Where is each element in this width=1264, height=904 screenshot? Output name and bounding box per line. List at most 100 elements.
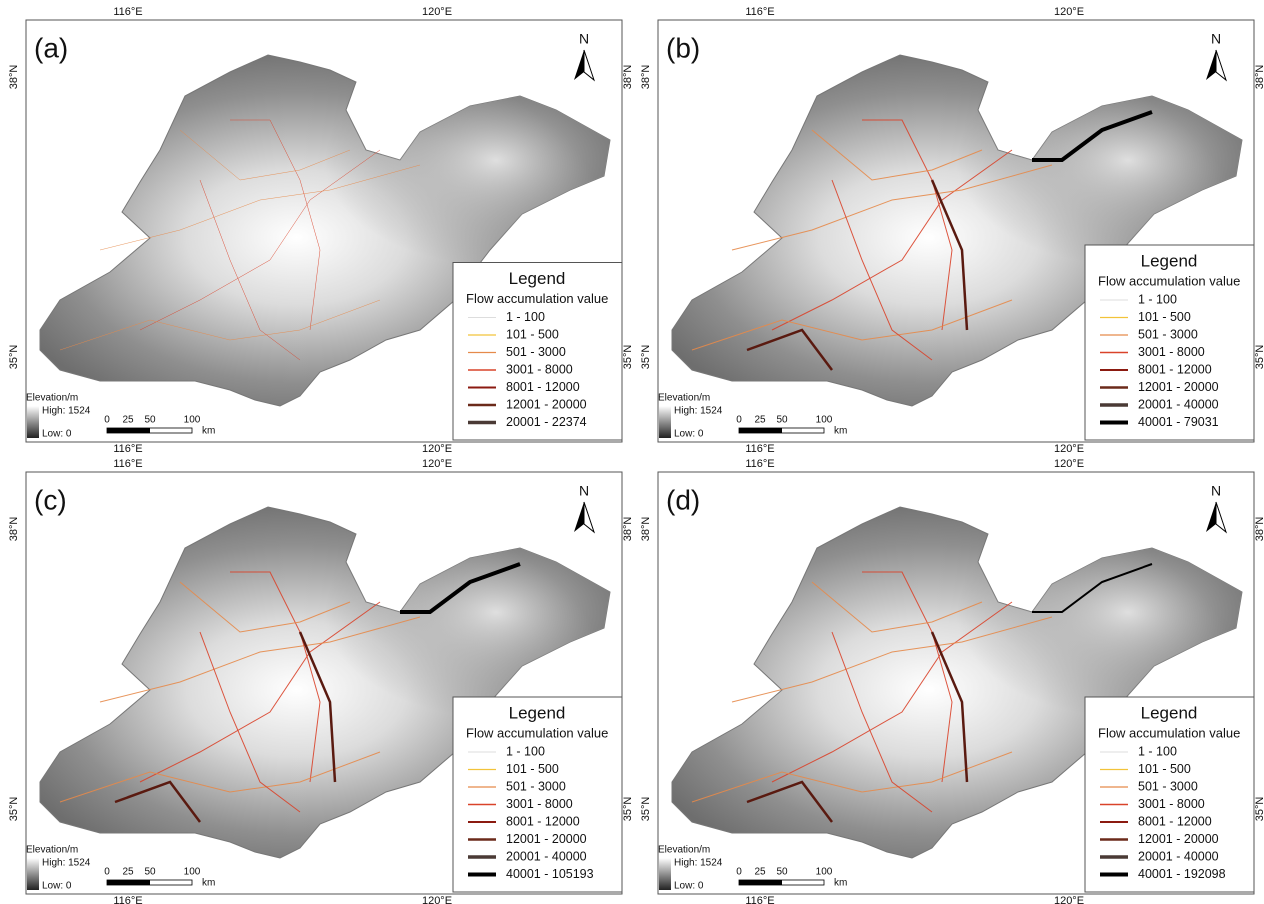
scale-unit: km [834,426,847,437]
lat-tick-label: 38°N [640,517,652,542]
scale-label: 25 [122,867,134,878]
elevation-high: High: 1524 [42,858,91,869]
scale-label: 0 [104,415,110,426]
elevation-title: Elevation/m [658,845,710,856]
lat-tick-label: 35°N [8,797,20,822]
elevation-title: Elevation/m [658,393,710,404]
legend-item: 40001 - 79031 [1138,415,1219,429]
lon-tick-label: 120°E [1054,895,1084,904]
legend-item: 20001 - 40000 [506,849,587,863]
lat-tick-label: 38°N [8,517,20,542]
legend-item: 101 - 500 [506,762,559,776]
lat-tick-label: 35°N [622,797,634,822]
scale-label: 0 [104,867,110,878]
legend-item: 12001 - 20000 [1138,832,1219,846]
scale-bar [107,428,150,433]
scale-unit: km [834,878,847,889]
lon-tick-label: 116°E [113,443,142,455]
scale-label: 0 [736,867,742,878]
legend-item: 8001 - 12000 [1138,814,1212,828]
lat-tick-label: 38°N [622,65,634,90]
elevation-high: High: 1524 [674,858,723,869]
elevation-ramp [659,406,671,438]
elevation-low: Low: 0 [42,429,72,440]
lon-tick-label: 116°E [745,6,774,18]
lon-tick-label: 116°E [113,458,142,470]
lon-tick-label: 120°E [1054,458,1084,470]
legend-subtitle: Flow accumulation value [1098,273,1240,288]
lat-tick-label: 38°N [1254,517,1264,542]
lat-tick-label: 35°N [1254,797,1264,822]
legend-item: 12001 - 20000 [506,832,587,846]
figure: 116°E116°E120°E120°E38°N38°N35°N35°N(a)N… [0,0,1264,904]
legend-item: 1 - 100 [506,744,545,758]
map-panel: 116°E116°E120°E120°E38°N38°N35°N35°N(a)N… [8,6,634,455]
lon-tick-label: 116°E [745,895,774,904]
scale-bar [739,880,782,885]
elevation-title: Elevation/m [26,845,78,856]
lat-tick-label: 35°N [8,345,20,370]
lon-tick-label: 120°E [1054,6,1084,18]
legend-title: Legend [1141,251,1198,270]
scale-unit: km [202,426,215,437]
scale-label: 50 [144,867,156,878]
legend-item: 1 - 100 [1138,744,1177,758]
legend-item: 40001 - 105193 [506,867,594,881]
lon-tick-label: 120°E [1054,443,1084,455]
legend-subtitle: Flow accumulation value [466,725,608,740]
legend-title: Legend [509,269,566,288]
lat-tick-label: 35°N [1254,345,1264,370]
lon-tick-label: 120°E [422,443,452,455]
lon-tick-label: 120°E [422,6,452,18]
legend-item: 501 - 3000 [1138,327,1198,341]
lon-tick-label: 116°E [745,458,774,470]
legend-item: 20001 - 22374 [506,415,587,429]
legend-item: 501 - 3000 [506,345,566,359]
lat-tick-label: 38°N [1254,65,1264,90]
lat-tick-label: 35°N [622,345,634,370]
lon-tick-label: 116°E [745,443,774,455]
legend-item: 8001 - 12000 [506,814,580,828]
legend-item: 8001 - 12000 [1138,362,1212,376]
elevation-ramp [27,858,39,890]
elevation-high: High: 1524 [42,406,91,417]
north-label: N [579,31,589,47]
panel-label: (c) [34,484,67,515]
legend-title: Legend [509,703,566,722]
legend-item: 12001 - 20000 [1138,380,1219,394]
lat-tick-label: 35°N [640,797,652,822]
legend-item: 3001 - 8000 [1138,797,1205,811]
scale-bar [107,880,150,885]
legend-item: 20001 - 40000 [1138,849,1219,863]
scale-unit: km [202,878,215,889]
lon-tick-label: 120°E [422,895,452,904]
legend-item: 3001 - 8000 [506,362,573,376]
legend-item: 101 - 500 [506,327,559,341]
elevation-low: Low: 0 [674,429,704,440]
legend-subtitle: Flow accumulation value [1098,725,1240,740]
scale-label: 100 [816,867,833,878]
lon-tick-label: 120°E [422,458,452,470]
north-label: N [1211,483,1221,499]
scale-label: 25 [754,415,766,426]
elevation-title: Elevation/m [26,393,78,404]
elevation-low: Low: 0 [42,881,72,892]
scale-label: 0 [736,415,742,426]
legend-item: 12001 - 20000 [506,397,587,411]
legend-item: 3001 - 8000 [1138,345,1205,359]
scale-label: 25 [754,867,766,878]
lon-tick-label: 116°E [113,6,142,18]
scale-bar [739,428,782,433]
legend-item: 40001 - 192098 [1138,867,1226,881]
north-label: N [1211,31,1221,47]
elevation-ramp [27,406,39,438]
lat-tick-label: 38°N [8,65,20,90]
north-label: N [579,483,589,499]
legend-item: 8001 - 12000 [506,380,580,394]
elevation-low: Low: 0 [674,881,704,892]
scale-label: 50 [144,415,156,426]
scale-label: 50 [776,415,788,426]
